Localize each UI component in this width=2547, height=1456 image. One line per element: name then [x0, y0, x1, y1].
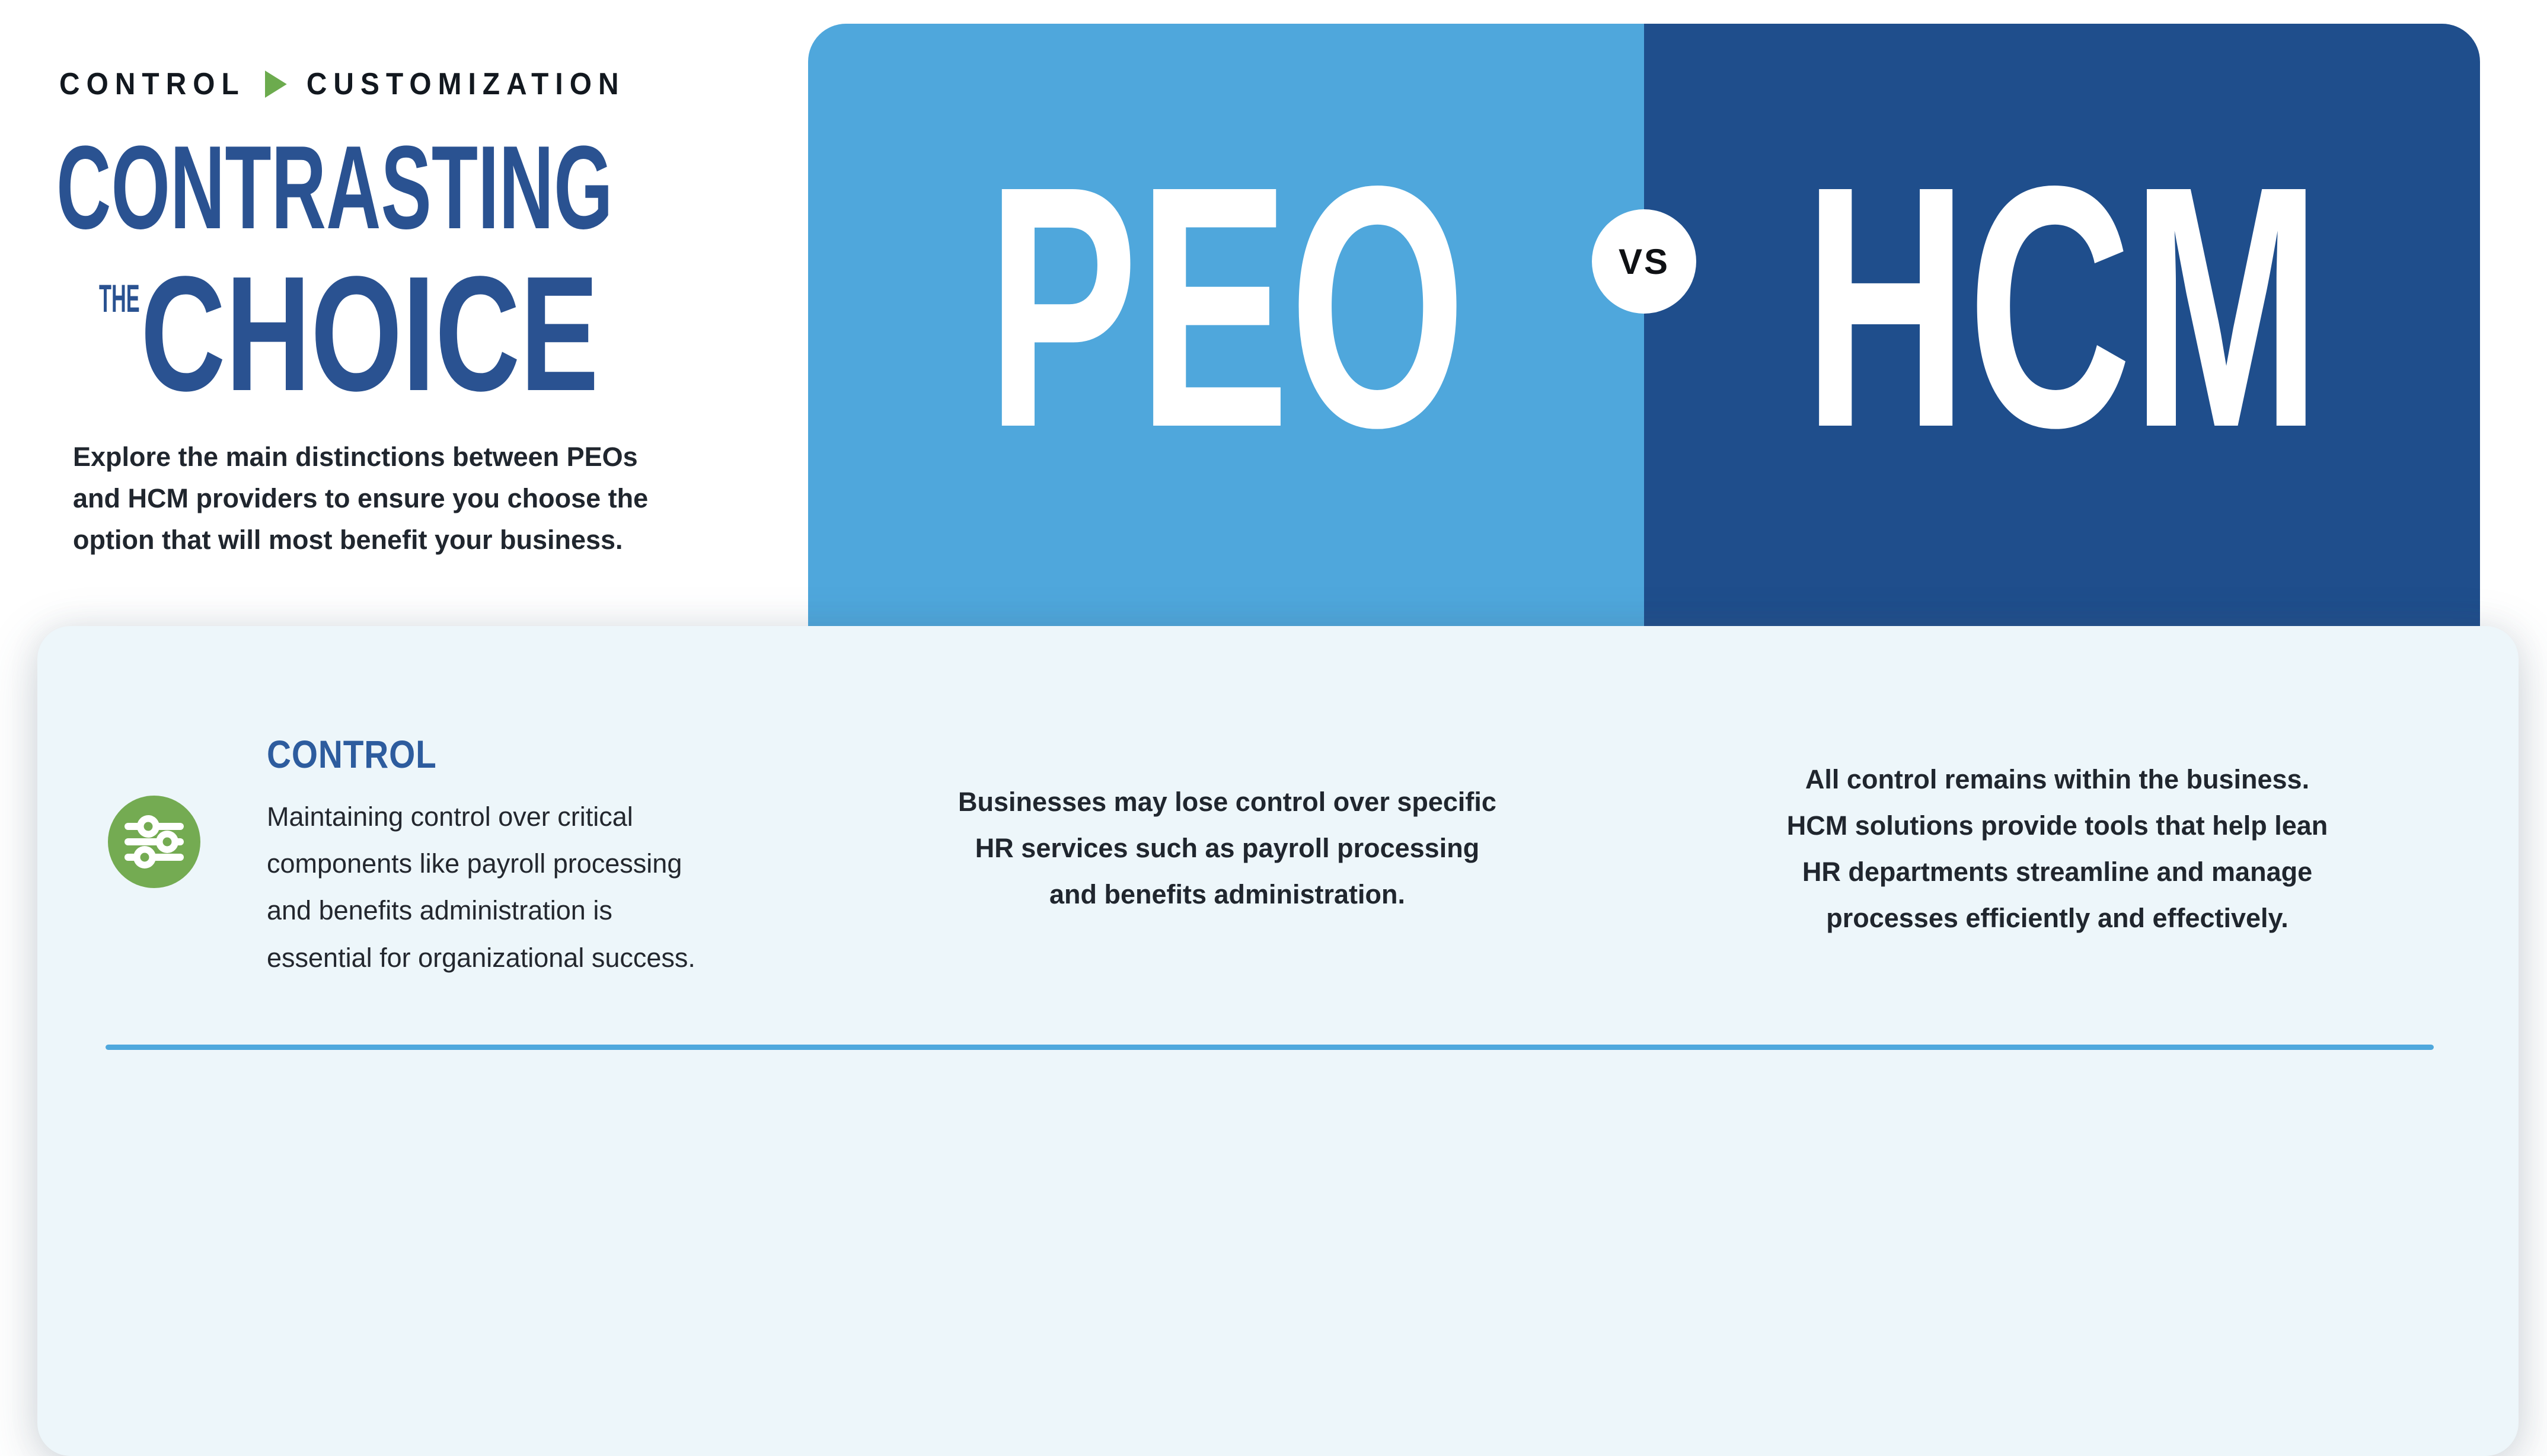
peo-block: PEO	[808, 24, 1644, 626]
page-title: CONTRASTING THE CHOICE	[56, 129, 926, 418]
slider-knob-3	[133, 846, 156, 869]
row-heading-control: CONTROL	[267, 732, 437, 776]
title-line2-row: THE CHOICE	[56, 252, 926, 418]
peo-vs-hcm-banner: PEO HCM VS	[808, 24, 2480, 626]
row-description: Maintaining control over critical compon…	[267, 802, 695, 973]
eyebrow-left-label: CONTROL	[59, 67, 245, 101]
title-the-prefix: THE	[99, 276, 140, 321]
hcm-label: HCM	[1804, 114, 2321, 499]
slider-row-2	[125, 831, 184, 853]
slider-knob-1	[137, 815, 159, 838]
eyebrow: CONTROL CUSTOMIZATION	[59, 66, 625, 102]
section-divider	[106, 1045, 2434, 1050]
play-arrow-icon	[264, 71, 287, 98]
peo-label: PEO	[986, 114, 1466, 499]
vs-label: VS	[1618, 241, 1670, 282]
slider-row-3	[125, 846, 184, 869]
hcm-block: HCM	[1644, 24, 2480, 626]
slider-knob-2	[156, 831, 178, 853]
hcm-column-text: All control remains within the business.…	[1786, 764, 2328, 933]
sliders-icon	[108, 796, 200, 888]
vs-badge: VS	[1592, 209, 1696, 314]
intro-text: Explore the main distinctions between PE…	[73, 442, 649, 555]
slider-row-1	[125, 815, 184, 838]
peo-column-text: Businesses may lose control over specifi…	[958, 787, 1496, 909]
eyebrow-right-label: CUSTOMIZATION	[306, 67, 625, 101]
title-line1: CONTRASTING	[56, 122, 613, 254]
title-line2: CHOICE	[141, 242, 599, 426]
